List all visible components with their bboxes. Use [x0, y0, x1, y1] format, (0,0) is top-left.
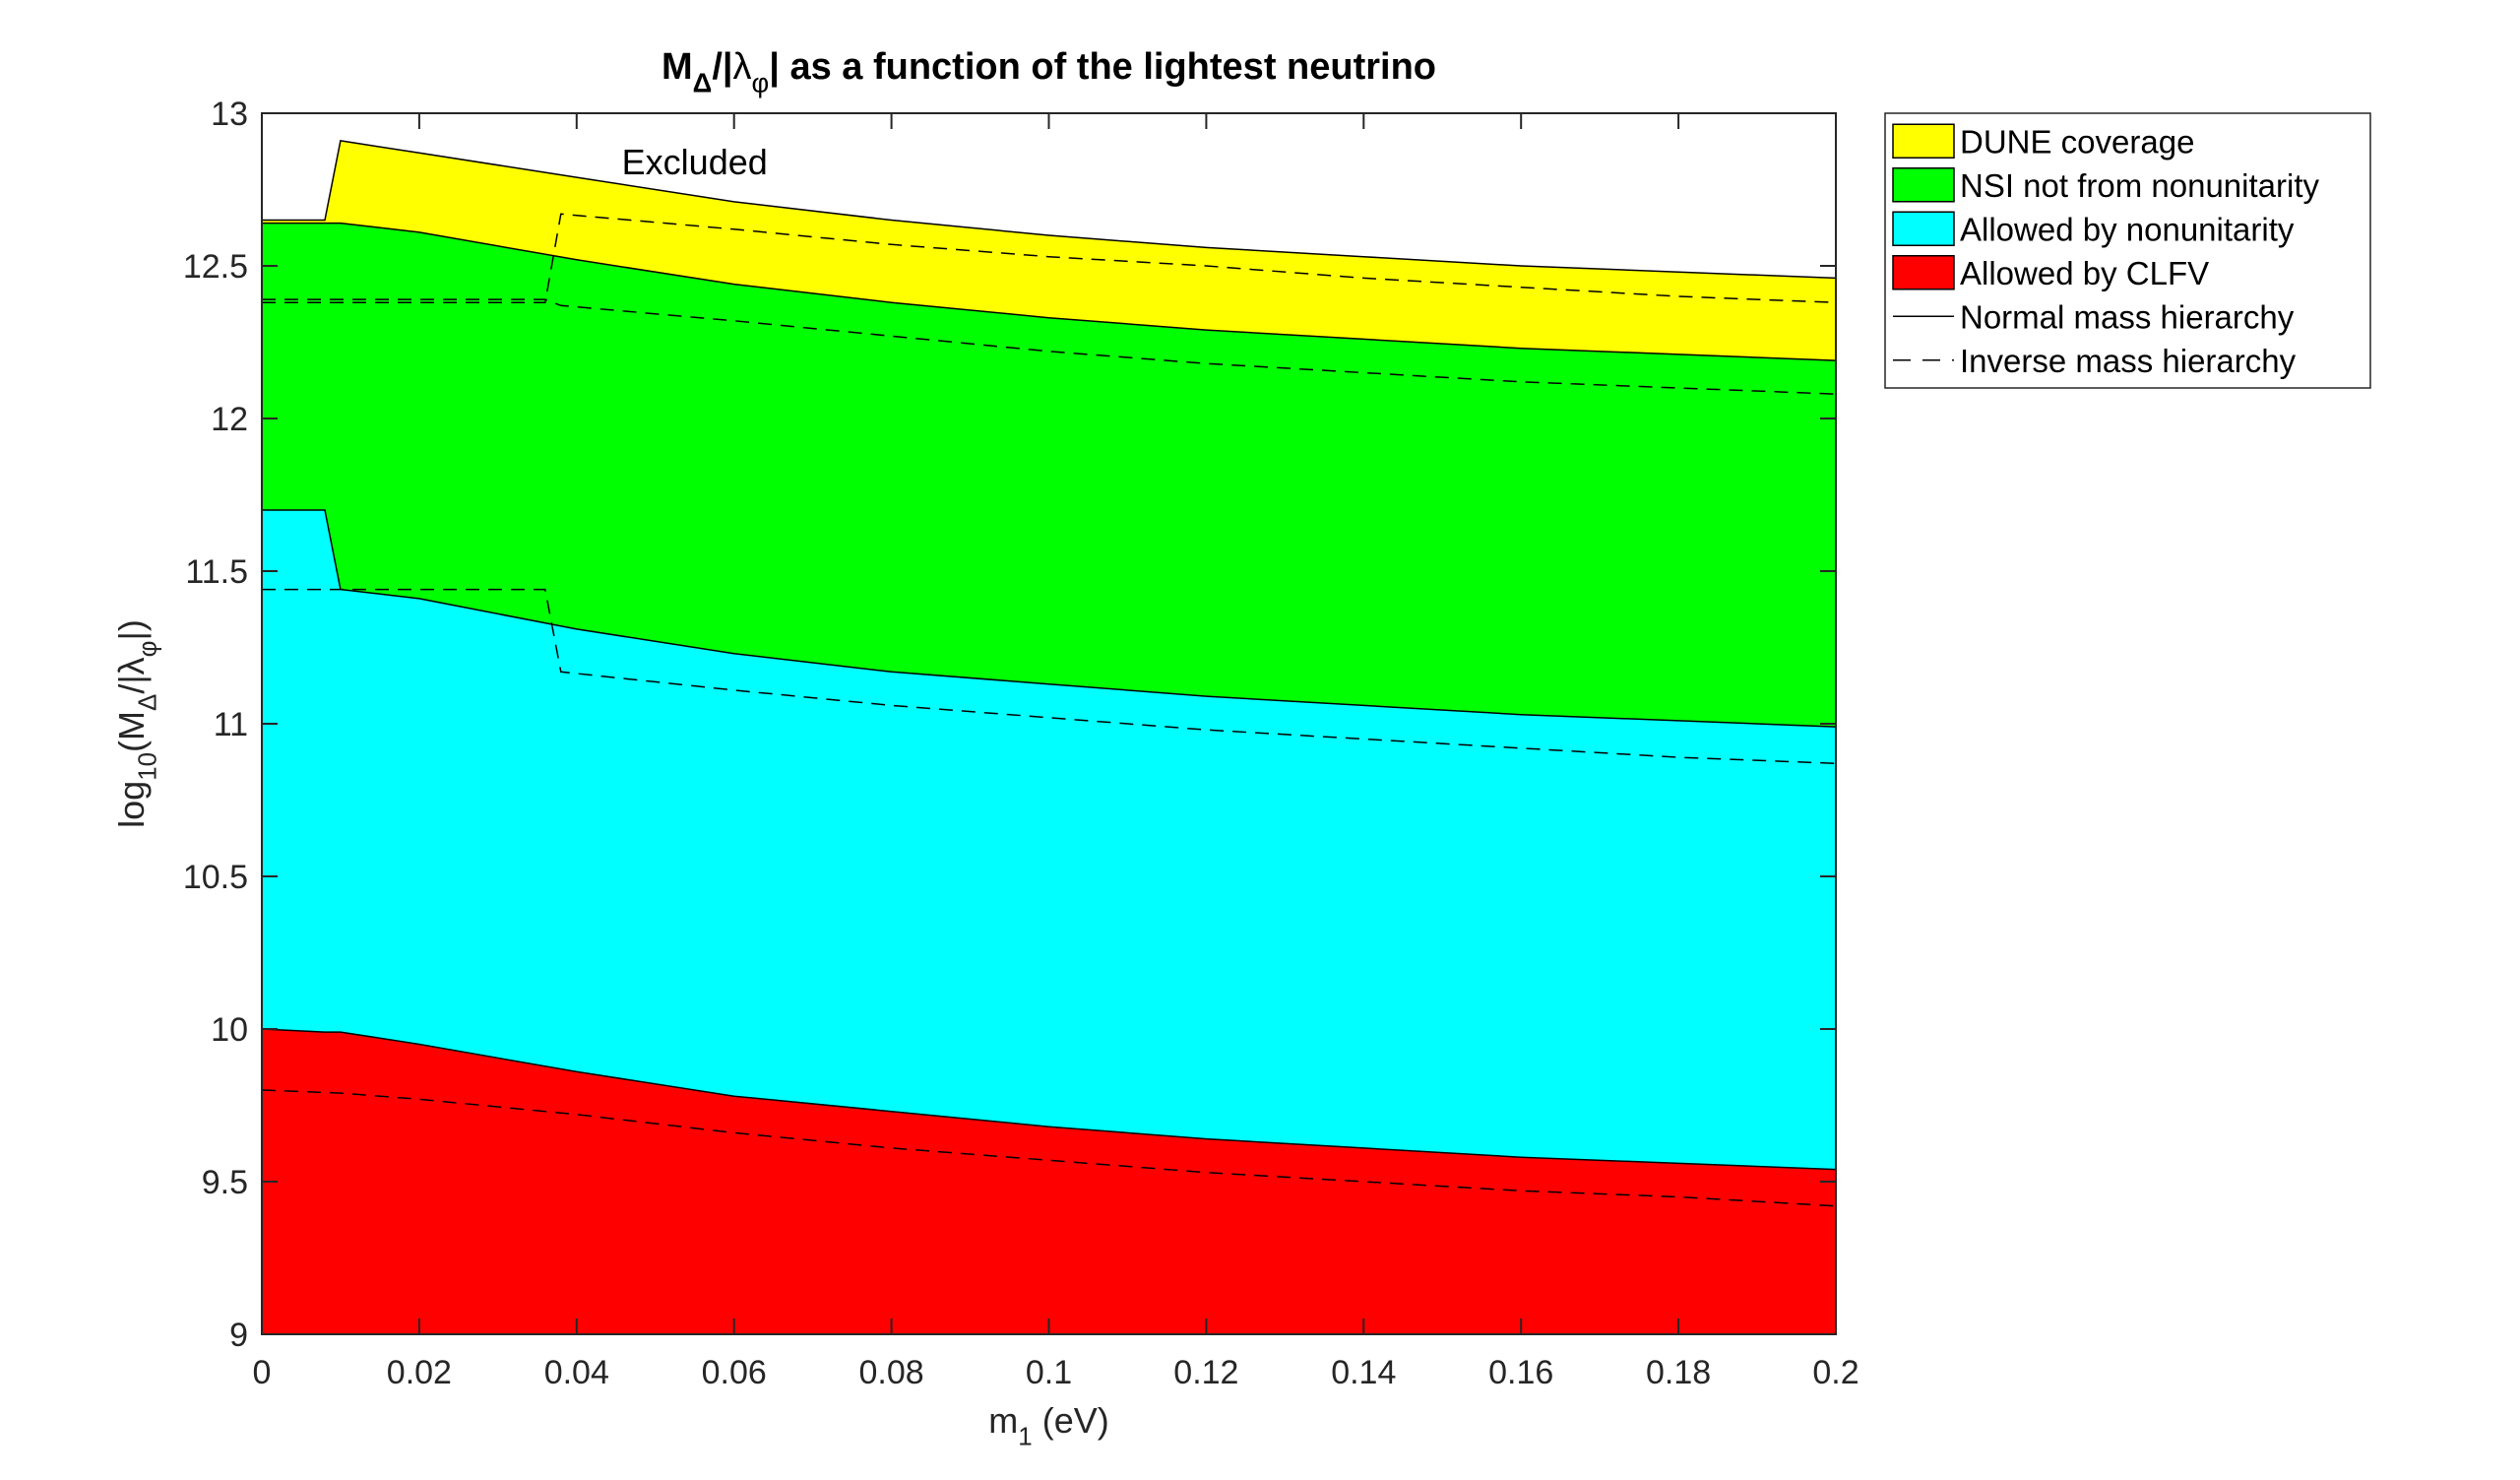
- chart-title: MΔ/|λφ| as a function of the lightest ne…: [662, 46, 1436, 97]
- x-tick-label: 0.06: [702, 1354, 767, 1391]
- solid-boundary-line-4: [261, 1028, 1837, 1171]
- legend-swatch: [1892, 167, 1955, 203]
- legend: DUNE coverage NSI not from nonunitarity Al…: [1884, 112, 2371, 389]
- legend-label: Allowed by nonunitarity: [1960, 211, 2295, 247]
- legend-label: Allowed by CLFV: [1960, 255, 2209, 291]
- legend-label: Inverse mass hierarchy: [1960, 343, 2297, 379]
- x-tick-label: 0.18: [1646, 1354, 1711, 1391]
- legend-swatch: [1892, 255, 1955, 290]
- area-4: [262, 1029, 1836, 1334]
- y-tick-label: 10: [211, 1011, 248, 1049]
- solid-boundary-line-1: [262, 140, 1837, 280]
- area-1: [262, 140, 1836, 361]
- y-tick-label: 12: [211, 401, 248, 438]
- dashed-line-3: [262, 588, 1837, 765]
- y-tick-label: 9: [229, 1317, 248, 1354]
- y-tick-label: 10.5: [183, 859, 248, 896]
- dashed-line-1: [262, 213, 1837, 303]
- x-tick-label: 0.1: [1026, 1354, 1072, 1391]
- x-tick-label: 0.12: [1173, 1354, 1238, 1391]
- legend-label: DUNE coverage: [1960, 123, 2194, 160]
- x-tick-label: 0.16: [1488, 1354, 1553, 1391]
- axes: [261, 112, 1837, 1335]
- y-tick-label: 9.5: [202, 1164, 248, 1201]
- y-tick-label: 11: [214, 706, 248, 743]
- x-axis-label: m1 (eV): [988, 1400, 1108, 1451]
- x-tick-label: 0.02: [387, 1354, 452, 1391]
- dashed-line-2: [262, 298, 1837, 395]
- x-tick-label: 0.04: [544, 1354, 609, 1391]
- plot-area: [261, 140, 1837, 1334]
- annotation-excluded: Excluded: [622, 142, 768, 182]
- x-tick-label: 0: [253, 1354, 272, 1391]
- dashed-line-4: [261, 1089, 1837, 1207]
- y-tick-label: 12.5: [183, 248, 248, 286]
- area-2: [262, 223, 1836, 728]
- x-tick-label: 0.08: [859, 1354, 924, 1391]
- legend-box: [1884, 112, 2371, 389]
- x-tick-label: 0.2: [1812, 1354, 1858, 1391]
- y-tick-label: 11.5: [185, 553, 248, 591]
- legend-label: Normal mass hierarchy: [1960, 298, 2295, 335]
- solid-boundary-line-2: [262, 222, 1837, 361]
- legend-label: NSI not from nonunitarity: [1960, 167, 2319, 204]
- y-axis-label: log10(MΔ/|λφ|): [111, 619, 162, 828]
- x-tick-label: 0.14: [1331, 1354, 1396, 1391]
- legend-swatch: [1892, 211, 1955, 246]
- y-tick-label: 13: [211, 96, 248, 133]
- legend-swatch: [1892, 123, 1955, 159]
- chart-text: 0 0.02 0.04 0.06 0.08 0.1 0.12 0.14 0.16 0.18 0.2 9…: [111, 46, 1859, 1451]
- area-3: [262, 510, 1836, 1170]
